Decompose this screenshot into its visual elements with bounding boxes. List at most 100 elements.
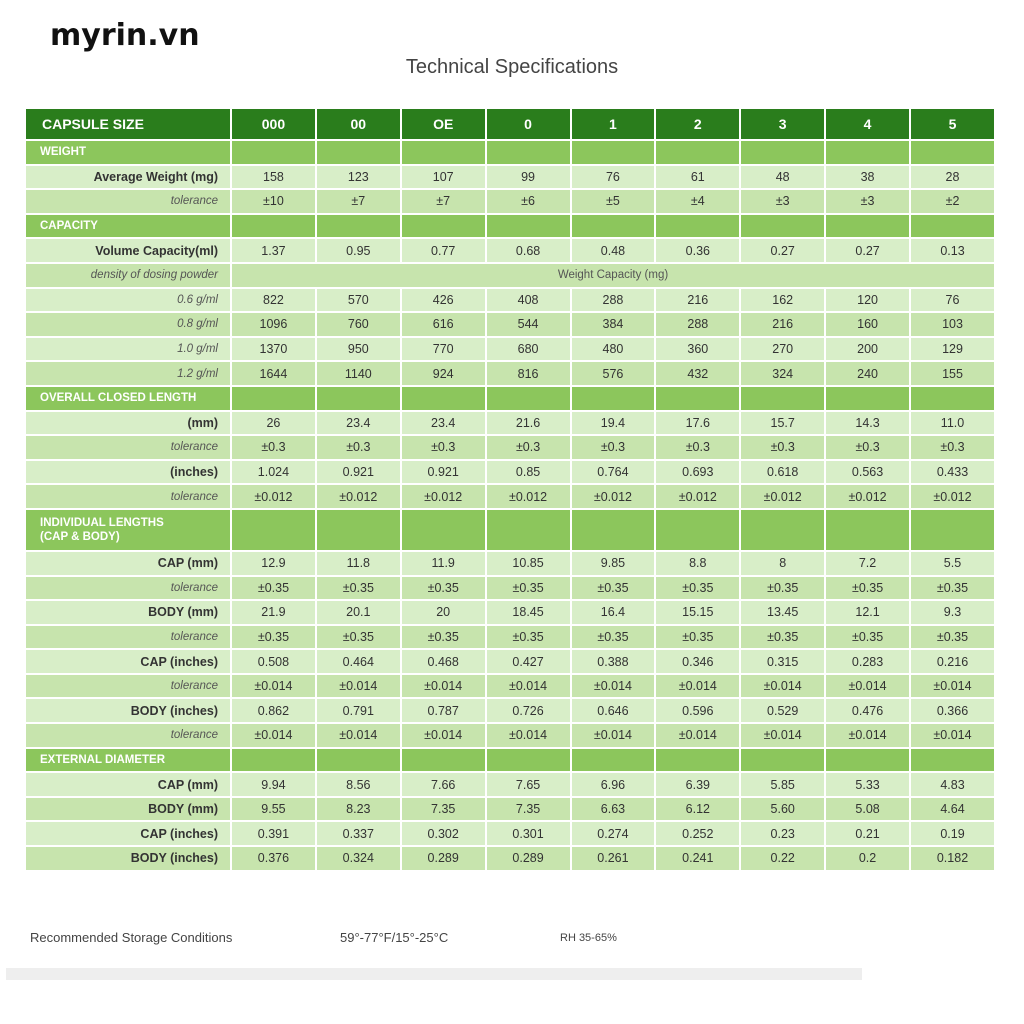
table-cell: 0.85 [486,460,570,484]
table-cell: ±0.3 [316,436,400,459]
table-cell: 0.274 [571,822,655,846]
table-cell: 6.12 [656,797,740,821]
row-label: BODY (inches) [26,847,230,870]
table-row: CAP (mm) 12.9 11.8 11.9 10.85 9.85 8.8 8 7.2 5.5 [26,551,994,575]
table-cell: 0.764 [571,460,655,484]
table-cell: 12.1 [826,601,909,624]
table-cell: 200 [826,337,909,361]
row-label: 0.6 g/ml [26,288,230,312]
table-cell: 0.289 [486,847,570,870]
table-cell: ±0.35 [232,625,315,649]
table-cell: 23.4 [316,411,400,435]
table-cell: 7.35 [401,797,485,821]
section-header-row: CAPACITY [26,214,994,238]
table-cell: ±3 [826,190,909,213]
table-cell: 1370 [232,337,315,361]
section-spacer-cell [486,748,570,772]
table-cell: 5.85 [741,773,825,796]
table-cell: ±0.014 [571,674,655,698]
row-label: CAP (inches) [26,822,230,846]
section-spacer-cell [656,748,740,772]
table-cell: ±0.35 [741,576,825,600]
table-row: tolerance ±0.012 ±0.012 ±0.012 ±0.012 ±0.012 ±… [26,485,994,508]
header-size: 4 [826,109,909,139]
table-cell: ±0.3 [401,436,485,459]
merged-caption-cell: Weight Capacity (mg) [232,263,994,287]
section-spacer-cell [316,748,400,772]
table-cell: 9.85 [571,551,655,575]
table-cell: 816 [486,362,570,385]
row-label: (mm) [26,411,230,435]
table-cell: 384 [571,313,655,336]
table-cell: 4.83 [911,773,994,796]
table-cell: 0.468 [401,650,485,673]
table-cell: 426 [401,288,485,312]
table-cell: 0.726 [486,699,570,723]
table-cell: 270 [741,337,825,361]
section-spacer-cell [401,509,485,550]
table-cell: 76 [571,165,655,189]
table-cell: 680 [486,337,570,361]
storage-humidity: RH 35-65% [560,932,617,944]
section-spacer-cell [571,386,655,410]
table-cell: ±10 [232,190,315,213]
header-size: 5 [911,109,994,139]
table-cell: ±0.35 [316,576,400,600]
table-row: density of dosing powder Weight Capacity … [26,263,994,287]
row-label: (inches) [26,460,230,484]
section-spacer-cell [316,386,400,410]
row-label: CAP (mm) [26,551,230,575]
table-cell: 0.791 [316,699,400,723]
table-cell: 408 [486,288,570,312]
table-cell: 0.27 [741,239,825,262]
table-cell: 924 [401,362,485,385]
table-cell: ±0.35 [911,625,994,649]
section-spacer-cell [656,214,740,238]
table-cell: ±7 [316,190,400,213]
section-spacer-cell [486,509,570,550]
table-cell: 99 [486,165,570,189]
row-label: 1.0 g/ml [26,337,230,361]
table-cell: ±0.35 [741,625,825,649]
table-cell: 7.2 [826,551,909,575]
table-row: BODY (mm) 9.55 8.23 7.35 7.35 6.63 6.12 5.60 5.0… [26,797,994,821]
table-cell: 1.37 [232,239,315,262]
table-cell: ±0.35 [826,576,909,600]
table-cell: ±0.014 [232,674,315,698]
table-cell: 576 [571,362,655,385]
row-label: tolerance [26,190,230,213]
table-cell: 0.27 [826,239,909,262]
row-label: tolerance [26,436,230,459]
table-cell: 0.13 [911,239,994,262]
table-cell: 616 [401,313,485,336]
table-cell: 8.23 [316,797,400,821]
table-cell: 0.289 [401,847,485,870]
table-cell: 0.646 [571,699,655,723]
table-cell: ±7 [401,190,485,213]
table-cell: 0.182 [911,847,994,870]
section-spacer-cell [571,748,655,772]
section-spacer-cell [401,214,485,238]
table-cell: 1644 [232,362,315,385]
table-cell: 23.4 [401,411,485,435]
section-spacer-cell [656,386,740,410]
table-cell: ±0.012 [486,485,570,508]
table-cell: 6.96 [571,773,655,796]
table-row: CAP (inches) 0.391 0.337 0.302 0.301 0.274 0.2… [26,822,994,846]
table-cell: 28 [911,165,994,189]
section-spacer-cell [911,509,994,550]
section-spacer-cell [826,214,909,238]
table-cell: 20 [401,601,485,624]
table-row: 0.8 g/ml 1096 760 616 544 384 288 216 160 103 [26,313,994,336]
table-cell: ±0.012 [571,485,655,508]
table-row: tolerance ±0.35 ±0.35 ±0.35 ±0.35 ±0.35 ±0.35 ±… [26,625,994,649]
table-cell: ±0.014 [316,674,400,698]
table-cell: 20.1 [316,601,400,624]
row-label: CAP (mm) [26,773,230,796]
table-row: (inches) 1.024 0.921 0.921 0.85 0.764 0.693 0.6… [26,460,994,484]
table-cell: 11.0 [911,411,994,435]
table-cell: 129 [911,337,994,361]
row-label: tolerance [26,576,230,600]
section-spacer-cell [486,141,570,164]
table-cell: 0.283 [826,650,909,673]
